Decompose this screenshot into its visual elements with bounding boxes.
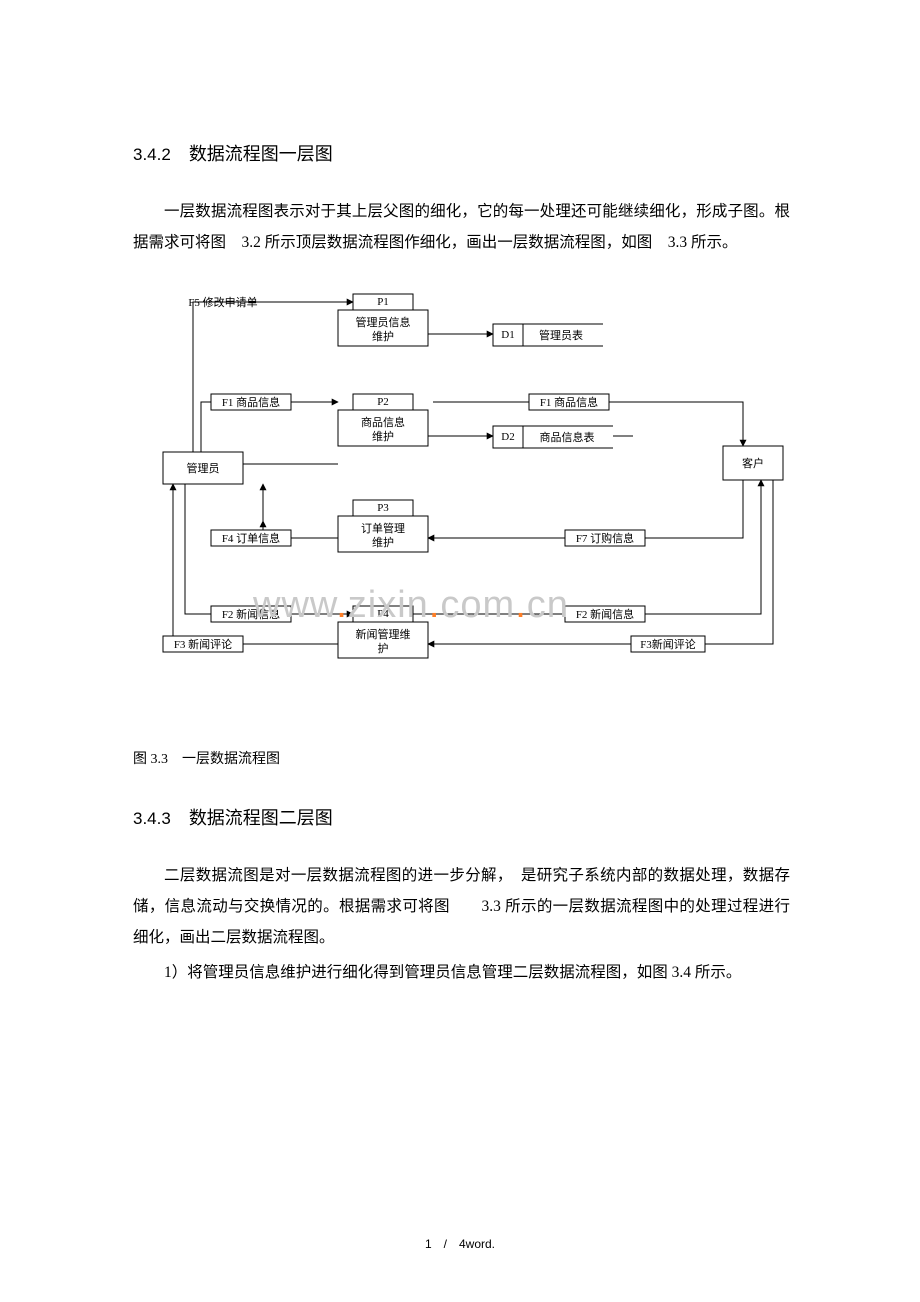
flow-f3a: F3 新闻评论 — [174, 636, 232, 652]
section-num: 3.4.2 — [133, 145, 171, 164]
node-p1-l2: 维护 — [372, 328, 394, 344]
node-p3-l2: 维护 — [372, 534, 394, 550]
section-343-heading: 3.4.3 数据流程图二层图 — [133, 804, 790, 830]
node-p4-id: P4 — [377, 608, 389, 620]
section-342-para: 一层数据流程图表示对于其上层父图的细化，它的每一处理还可能继续细化，形成子图。根… — [133, 196, 790, 258]
section-title: 数据流程图二层图 — [189, 808, 333, 828]
node-p2-l2: 维护 — [372, 428, 394, 444]
node-d2: 商品信息表 — [540, 429, 595, 445]
section-342-heading: 3.4.2 数据流程图一层图 — [133, 140, 790, 166]
node-p3-id: P3 — [377, 502, 389, 514]
flow-f4: F4 订单信息 — [222, 530, 280, 546]
flow-f1a: F1 商品信息 — [222, 394, 280, 410]
section-343-para2: 1）将管理员信息维护进行细化得到管理员信息管理二层数据流程图，如图 3.4 所示… — [133, 957, 790, 988]
node-p1-id: P1 — [377, 296, 389, 308]
node-p4-l2: 护 — [378, 640, 389, 656]
figure-3-3-caption: 图 3.3 一层数据流程图 — [133, 748, 790, 768]
node-d1: 管理员表 — [539, 327, 583, 343]
figure-3-3-diagram: P1 管理员信息 维护 D1 管理员表 P2 商品信息 维护 D2 商品信息表 … — [133, 284, 793, 724]
section-title: 数据流程图一层图 — [189, 144, 333, 164]
node-d1-tag: D1 — [501, 329, 514, 341]
flow-f5: F5 修改申请单 — [188, 294, 257, 310]
flow-f2b: F2 新闻信息 — [576, 606, 634, 622]
node-p2-id: P2 — [377, 396, 389, 408]
flow-f2a: F2 新闻信息 — [222, 606, 280, 622]
dfd-svg — [133, 284, 793, 724]
flow-f1b: F1 商品信息 — [540, 394, 598, 410]
node-admin: 管理员 — [187, 460, 220, 476]
node-d2-tag: D2 — [501, 431, 514, 443]
page-footer: 1 / 4word. — [0, 1235, 920, 1252]
section-343-para1: 二层数据流图是对一层数据流程图的进一步分解， 是研究子系统内部的数据处理，数据存… — [133, 860, 790, 953]
section-num: 3.4.3 — [133, 809, 171, 828]
flow-f7: F7 订购信息 — [576, 530, 634, 546]
flow-f3b: F3新闻评论 — [640, 636, 696, 652]
document-page: 3.4.2 数据流程图一层图 一层数据流程图表示对于其上层父图的细化，它的每一处理… — [0, 0, 920, 1302]
node-cust: 客户 — [742, 455, 764, 471]
